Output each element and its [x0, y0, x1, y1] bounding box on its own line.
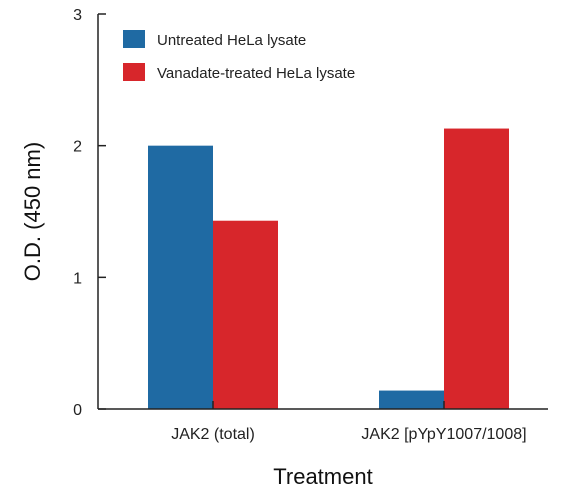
y-tick-label: 3 — [73, 7, 82, 24]
bar-untreated-0 — [148, 145, 213, 409]
x-ticks: JAK2 (total) JAK2 [pYpY1007/1008] — [171, 401, 527, 443]
legend-label: Vanadate-treated HeLa lysate — [157, 65, 355, 82]
legend: Untreated HeLa lysate Vanadate-treated He… — [123, 30, 355, 82]
y-tick-label: 1 — [73, 270, 82, 287]
x-axis-title: Treatment — [273, 464, 372, 489]
bar-vanadate-0 — [213, 220, 278, 409]
y-ticks: 0 1 2 3 — [73, 7, 106, 419]
category-label: JAK2 [pYpY1007/1008] — [361, 426, 526, 443]
y-tick-label: 2 — [73, 139, 82, 156]
bars — [148, 128, 509, 410]
legend-label: Untreated HeLa lysate — [157, 32, 306, 49]
y-axis-title: O.D. (450 nm) — [20, 142, 45, 281]
bar-untreated-1 — [379, 390, 444, 409]
legend-swatch — [123, 30, 145, 48]
bar-vanadate-1 — [444, 128, 509, 410]
category-label: JAK2 (total) — [171, 426, 255, 443]
y-tick-label: 0 — [73, 402, 82, 419]
legend-swatch — [123, 63, 145, 81]
